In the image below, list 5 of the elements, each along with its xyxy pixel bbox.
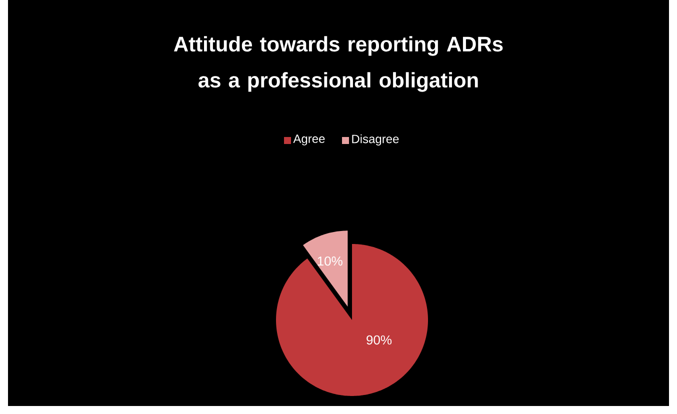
data-label: 10%: [318, 256, 342, 266]
legend-label: Agree: [293, 134, 325, 146]
data-label: 90%: [366, 335, 392, 345]
chart-title: Attitude towards reporting ADRs as a professional obligation: [174, 36, 503, 92]
legend-label: Disagree: [352, 134, 399, 146]
